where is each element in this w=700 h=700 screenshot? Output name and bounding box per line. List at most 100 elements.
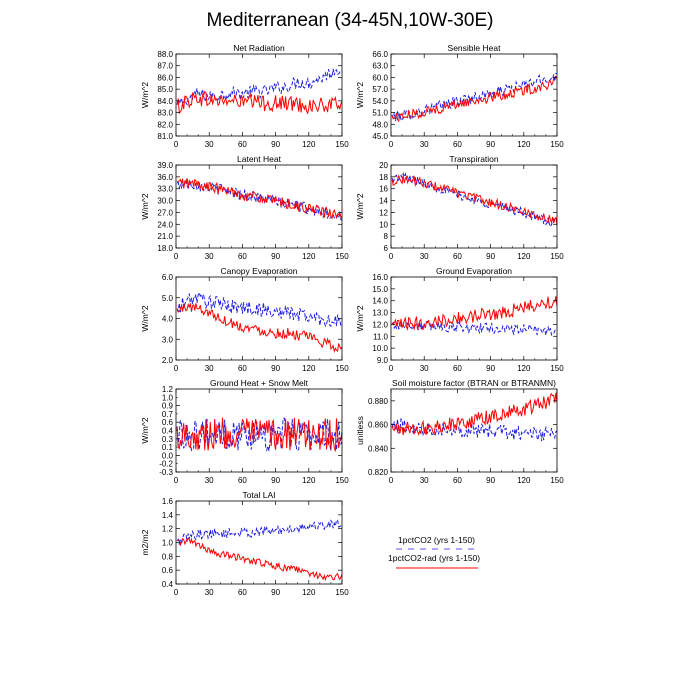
x-tick-label: 0 <box>389 364 394 373</box>
panel-title: Latent Heat <box>237 154 282 164</box>
x-tick-label: 120 <box>302 476 316 485</box>
plot-frame <box>390 276 558 361</box>
y-tick-label: 14.0 <box>372 297 388 306</box>
y-tick-label: 11.0 <box>373 332 389 341</box>
y-axis-label: W/m^2 <box>355 82 365 108</box>
y-tick-label: 1.2 <box>162 385 174 394</box>
y-tick-label: 85.0 <box>157 85 173 94</box>
series-line-1pctco2-rad <box>391 76 557 123</box>
y-tick-label: 54.0 <box>372 97 388 106</box>
x-tick-label: 120 <box>517 476 531 485</box>
x-tick-label: 150 <box>550 364 564 373</box>
y-tick-label: 1.0 <box>162 539 174 548</box>
x-tick-label: 0 <box>174 252 179 261</box>
x-tick-label: 90 <box>271 588 280 597</box>
series-group <box>391 296 557 336</box>
x-tick-label: 30 <box>420 252 429 261</box>
x-tick-label: 90 <box>271 252 280 261</box>
chart-panel-1: 0 30 60 90 120 150 45.0 48.0 51.0 54.0 57.0 60.0 63.… <box>355 43 564 149</box>
y-tick-label: -0.3 <box>159 468 173 477</box>
x-tick-label: 0 <box>174 140 179 149</box>
x-tick-label: 150 <box>335 364 349 373</box>
y-tick-label: 16.0 <box>372 273 388 282</box>
x-tick-label: 120 <box>302 252 316 261</box>
y-tick-label: 10.0 <box>372 344 388 353</box>
x-tick-label: 60 <box>453 364 462 373</box>
x-tick-label: 90 <box>271 364 280 373</box>
x-tick-label: 150 <box>335 476 349 485</box>
x-tick-label: 90 <box>271 140 280 149</box>
y-tick-label: 63.0 <box>372 62 388 71</box>
x-tick-label: 60 <box>238 140 247 149</box>
plot-frame <box>390 164 558 249</box>
y-tick-label: 86.0 <box>157 73 173 82</box>
x-tick-label: 120 <box>302 364 316 373</box>
x-tick-label: 60 <box>238 476 247 485</box>
y-tick-label: 0.6 <box>162 566 174 575</box>
y-tick-label: 0.820 <box>368 468 389 477</box>
y-minor-tick-label: 0.4 <box>162 427 174 436</box>
y-tick-label: 3.0 <box>162 335 174 344</box>
y-minor-tick-label: 0.7 <box>162 410 174 419</box>
plot-frame <box>175 276 343 361</box>
y-minor-tick-label: 0.1 <box>162 443 174 452</box>
y-tick-label: 6.0 <box>162 273 174 282</box>
series-line-1pctco2 <box>176 519 342 545</box>
x-tick-label: 90 <box>486 476 495 485</box>
x-tick-label: 60 <box>238 588 247 597</box>
y-tick-label: 0.0 <box>162 451 174 460</box>
series-group <box>176 68 342 115</box>
plot-frame <box>390 53 558 137</box>
x-tick-label: 150 <box>335 588 349 597</box>
x-tick-label: 150 <box>335 252 349 261</box>
y-tick-label: 27.0 <box>157 208 173 217</box>
y-tick-label: 6 <box>384 244 389 253</box>
y-tick-label: 33.0 <box>157 185 173 194</box>
series-line-1pctco2-rad <box>176 178 342 220</box>
y-tick-label: 12 <box>379 208 388 217</box>
x-tick-label: 0 <box>174 476 179 485</box>
y-tick-label: 84.0 <box>157 97 173 106</box>
y-tick-label: 88.0 <box>157 50 173 59</box>
chart-panel-2: 0 30 60 90 120 150 18.0 21.0 24.0 27.0 30.0 33.0 36.… <box>140 154 349 261</box>
x-tick-label: 30 <box>420 140 429 149</box>
y-tick-label: 82.0 <box>157 120 173 129</box>
x-tick-label: 150 <box>550 252 564 261</box>
series-line-1pctco2 <box>391 72 557 122</box>
y-tick-label: 30.0 <box>157 197 173 206</box>
y-axis-label: W/m^2 <box>140 305 150 331</box>
y-tick-label: 45.0 <box>372 132 388 141</box>
y-axis-label: m2/m2 <box>140 529 150 555</box>
y-tick-label: 1.2 <box>162 525 174 534</box>
y-tick-label: 9.0 <box>377 356 389 365</box>
x-tick-label: 0 <box>389 476 394 485</box>
x-tick-label: 60 <box>238 364 247 373</box>
chart-panel-0: 0 30 60 90 120 150 81.0 82.0 83.0 84.0 85.0 86.0 87.… <box>140 43 349 149</box>
panel-title: Total LAI <box>242 490 275 500</box>
y-tick-label: 18 <box>379 173 388 182</box>
series-line-1pctco2-rad <box>176 537 342 582</box>
y-tick-label: 13.0 <box>372 309 388 318</box>
y-tick-label: 8 <box>384 232 389 241</box>
plot-frame <box>390 388 558 473</box>
panel-title: Sensible Heat <box>448 43 502 53</box>
y-tick-label: 0.860 <box>368 421 389 430</box>
y-tick-label: 14 <box>379 197 388 206</box>
series-group <box>176 417 342 452</box>
x-tick-label: 30 <box>205 364 214 373</box>
x-tick-label: 90 <box>486 364 495 373</box>
figure-title: Mediterranean (34-45N,10W-30E) <box>206 10 494 31</box>
y-tick-label: 24.0 <box>157 220 173 229</box>
x-tick-label: 150 <box>335 140 349 149</box>
y-tick-label: 0.8 <box>162 552 174 561</box>
chart-panel-6: 0 30 60 90 120 150 -0.3 0.0 0.3 0.6 0.9 1.2 -0.2 0.1 0… <box>140 378 349 485</box>
chart-panel-8: 0 30 60 90 120 150 0.4 0.6 0.8 1.0 1.2 1.4 1.6 Total … <box>140 490 349 597</box>
series-line-1pctco2-rad <box>391 174 557 226</box>
y-tick-label: 0.880 <box>368 397 389 406</box>
x-tick-label: 120 <box>517 364 531 373</box>
x-tick-label: 0 <box>389 140 394 149</box>
x-tick-label: 30 <box>205 476 214 485</box>
chart-panel-5: 0 30 60 90 120 150 9.0 10.0 11.0 12.0 13.0 14.0 15.0… <box>355 266 564 373</box>
y-tick-label: 20 <box>379 161 388 170</box>
